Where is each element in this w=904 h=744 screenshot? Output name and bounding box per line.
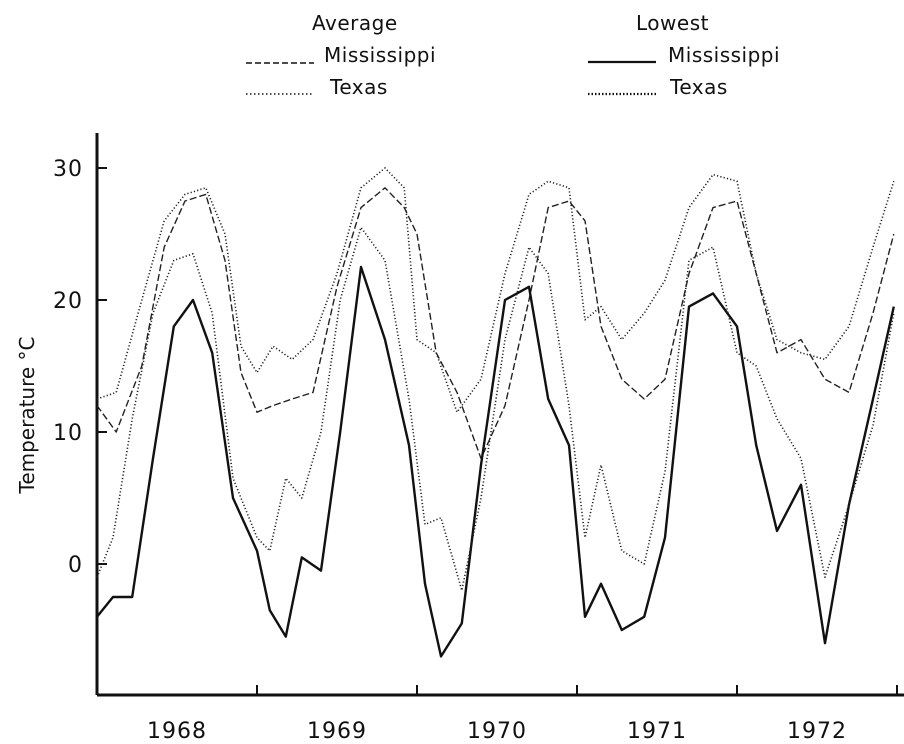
- x-tick-label: 1972: [787, 719, 847, 744]
- legend-entry-average-texas: Texas: [329, 75, 388, 99]
- y-tick-label: 10: [53, 421, 83, 446]
- series-lines: [96, 167, 895, 658]
- legend: Average Lowest Mississippi Texas Mississ…: [246, 11, 780, 99]
- axes: [95, 133, 904, 697]
- series-line-lowest-texas: [96, 226, 895, 592]
- y-tick-label: 30: [53, 157, 83, 182]
- legend-group-title-average: Average: [312, 11, 398, 35]
- x-tick-label: 1969: [307, 719, 367, 744]
- legend-entry-lowest-texas: Texas: [669, 75, 728, 99]
- series-line-lowest-mississippi: [96, 265, 895, 658]
- y-tick-label: 0: [68, 553, 83, 578]
- x-tick-label: 1971: [627, 719, 687, 744]
- legend-entry-lowest-mississippi: Mississippi: [668, 43, 780, 67]
- legend-group-title-lowest: Lowest: [636, 11, 709, 35]
- series-line-average-mississippi: [96, 187, 895, 460]
- x-tick-label: 1968: [147, 719, 207, 744]
- ticks: 0 10 20 30 1968 1969 1970 1971 1972: [53, 157, 898, 744]
- x-tick-label: 1970: [467, 719, 527, 744]
- legend-entry-average-mississippi: Mississippi: [324, 43, 436, 67]
- y-tick-label: 20: [53, 289, 83, 314]
- y-axis-title: Temperature °C: [15, 336, 39, 494]
